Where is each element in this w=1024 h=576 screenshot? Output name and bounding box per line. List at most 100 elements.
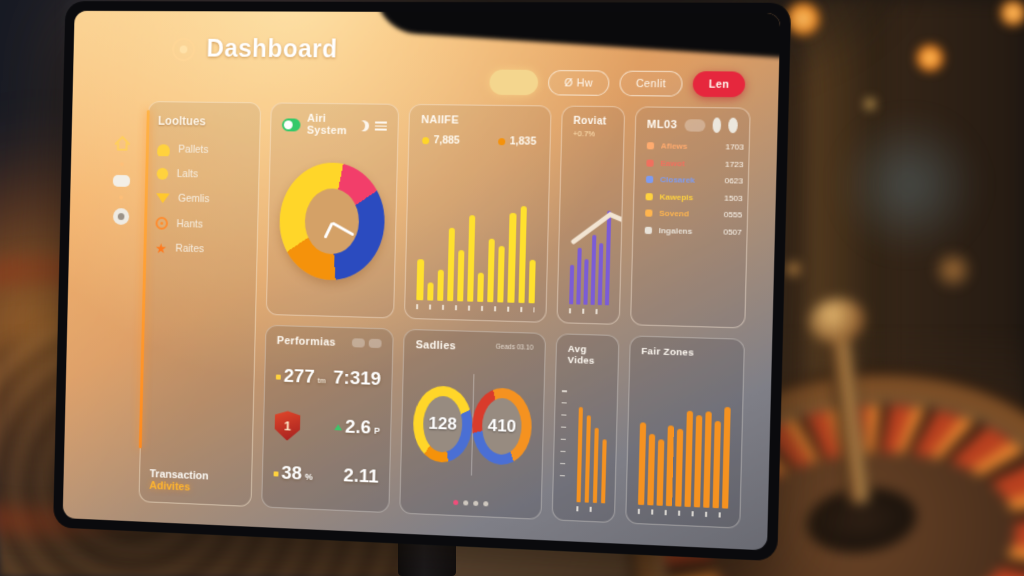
gauges: 128 410: [412, 351, 533, 500]
row-icon: [646, 142, 653, 149]
bar: [684, 410, 693, 507]
sidebar-section-transactions[interactable]: Transaction Adivites: [149, 458, 242, 495]
list-row[interactable]: Kawepis 1503: [645, 192, 736, 203]
toggle-switch[interactable]: [282, 118, 300, 131]
bar: [576, 407, 582, 503]
bar: [722, 407, 731, 509]
avatar-icon[interactable]: [112, 208, 128, 225]
x-axis-ticks: [416, 304, 534, 312]
x-axis-ticks: [576, 506, 602, 512]
roulette-hub: [803, 482, 920, 559]
card-title: Roviat: [573, 116, 612, 128]
bar: [675, 428, 683, 506]
gauge-right: 410: [472, 387, 533, 466]
cards-grid: Airi System: [261, 102, 751, 528]
action-circle-button[interactable]: [712, 117, 721, 132]
filter-pill-button[interactable]: Ø Hw: [548, 70, 610, 96]
light-bokeh: [782, 258, 804, 280]
card-ml03: ML03 Aflews 1703 Eawot 1723 Closarek 0623 Kawe…: [630, 106, 751, 328]
row-icon: [645, 193, 652, 200]
nav-rail: [99, 101, 139, 502]
roulette-spindle-knob: [806, 295, 867, 345]
bar: [656, 439, 664, 506]
bar: [477, 273, 484, 302]
card-title: Performias: [277, 335, 336, 349]
y-axis-ticks: [559, 390, 567, 487]
card-avg-vides: Avg Vides: [551, 333, 619, 523]
bar: [712, 421, 720, 509]
card-naiife: NAIIFE 7,885 1,835: [404, 104, 551, 323]
badge-icon[interactable]: [352, 339, 365, 348]
pagination-dot[interactable]: [473, 501, 478, 506]
light-bokeh: [916, 44, 944, 72]
moon-icon[interactable]: [359, 120, 370, 131]
light-bokeh: [862, 96, 878, 112]
card-title: Airi System: [307, 113, 352, 137]
pagination-dot[interactable]: [463, 500, 468, 505]
sidebar-item-raites[interactable]: ★ Raites: [155, 242, 247, 256]
card-title: ML03: [647, 118, 678, 131]
corner-icons: [352, 339, 382, 349]
x-axis-ticks: [637, 509, 728, 518]
action-circle-button[interactable]: [728, 118, 737, 134]
x-axis-ticks: [569, 308, 608, 314]
bar: [694, 415, 703, 507]
card-title: Avg Vides: [567, 344, 606, 367]
star-icon: ★: [155, 242, 167, 254]
highlight-pill-button[interactable]: [489, 70, 538, 96]
pagination-dot[interactable]: [483, 501, 488, 506]
dashboard: Dashboard Ø Hw Cenlit Len: [63, 11, 781, 551]
bar: [467, 215, 475, 302]
page-title: Dashboard: [206, 35, 338, 65]
list-row[interactable]: Aflews 1703: [646, 141, 737, 151]
bell-icon: [157, 144, 170, 155]
toolbar: Ø Hw Cenlit Len: [108, 67, 745, 98]
range-pill[interactable]: [684, 119, 705, 132]
corner-note: Geads 03.10: [496, 344, 534, 352]
card-airi-system: Airi System: [266, 102, 400, 318]
clock-hand: [323, 223, 333, 239]
bar: [417, 259, 424, 300]
row-label: Ingalens: [659, 226, 705, 236]
sidebar-item-hants[interactable]: Hants: [155, 217, 247, 232]
donut-chart: [278, 162, 386, 281]
list-row[interactable]: Closarek 0623: [645, 175, 736, 186]
row-value: 1723: [716, 159, 743, 169]
coin-icon: [157, 168, 169, 180]
stat-marker: [274, 471, 279, 476]
bar: [637, 422, 645, 505]
app-logo-icon[interactable]: [172, 37, 195, 61]
pagination-dot[interactable]: [453, 500, 458, 505]
roulette-spindle: [825, 323, 873, 505]
sidebar-item-pallets[interactable]: Pallets: [157, 143, 249, 156]
sidebar-item-gemlis[interactable]: Gemlis: [156, 192, 248, 206]
badge-icon[interactable]: [369, 339, 382, 348]
shield-badge: 1: [274, 411, 300, 442]
row-label: Kawepis: [659, 192, 705, 202]
list-row[interactable]: Eawot 1723: [646, 158, 737, 169]
wall-panel-glow: [834, 120, 984, 250]
filter-pill-button[interactable]: Cenlit: [619, 71, 683, 97]
stat-marker: [276, 374, 281, 379]
row-value: 1503: [715, 193, 742, 203]
sidebar-title: Looltues: [158, 114, 250, 129]
chat-icon[interactable]: [113, 175, 130, 187]
list-row[interactable]: Sovend 0555: [645, 208, 736, 219]
row-icon: [646, 159, 653, 166]
home-icon[interactable]: [113, 134, 132, 154]
triangle-down-icon: [156, 193, 170, 203]
dashboard-body: Looltues Pallets Lalts Gem: [99, 101, 751, 529]
bar-chart: [637, 390, 731, 508]
clock-hand: [331, 222, 354, 237]
stats-grid: 277 tm 7:319 1 2.6 P 38% 2.11: [273, 353, 382, 503]
menu-icon[interactable]: [375, 121, 387, 130]
primary-action-button[interactable]: Len: [693, 71, 746, 97]
bar: [569, 265, 574, 304]
sidebar-item-lalts[interactable]: Lalts: [157, 168, 249, 181]
row-value: 0555: [715, 210, 742, 220]
list-row[interactable]: Ingalens 0507: [644, 225, 735, 236]
rail-dot: [120, 162, 124, 166]
bar: [427, 282, 434, 300]
rail-dot: [119, 196, 123, 200]
bar-chart: [417, 199, 537, 303]
